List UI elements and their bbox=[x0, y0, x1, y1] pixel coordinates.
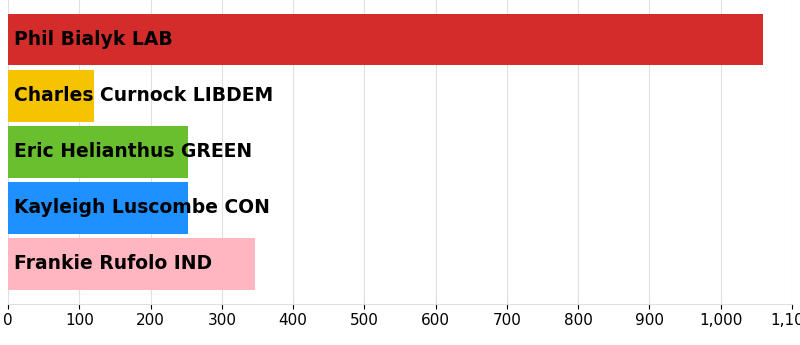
Bar bbox=[8, 126, 188, 178]
Bar bbox=[8, 70, 94, 121]
Bar bbox=[8, 238, 255, 290]
Text: Eric Helianthus GREEN: Eric Helianthus GREEN bbox=[14, 142, 252, 161]
Bar bbox=[8, 182, 188, 234]
Text: Kayleigh Luscombe CON: Kayleigh Luscombe CON bbox=[14, 198, 270, 217]
Text: Charles Curnock LIBDEM: Charles Curnock LIBDEM bbox=[14, 86, 273, 105]
Bar bbox=[8, 14, 763, 66]
Text: Phil Bialyk LAB: Phil Bialyk LAB bbox=[14, 30, 173, 49]
Text: Frankie Rufolo IND: Frankie Rufolo IND bbox=[14, 255, 212, 274]
